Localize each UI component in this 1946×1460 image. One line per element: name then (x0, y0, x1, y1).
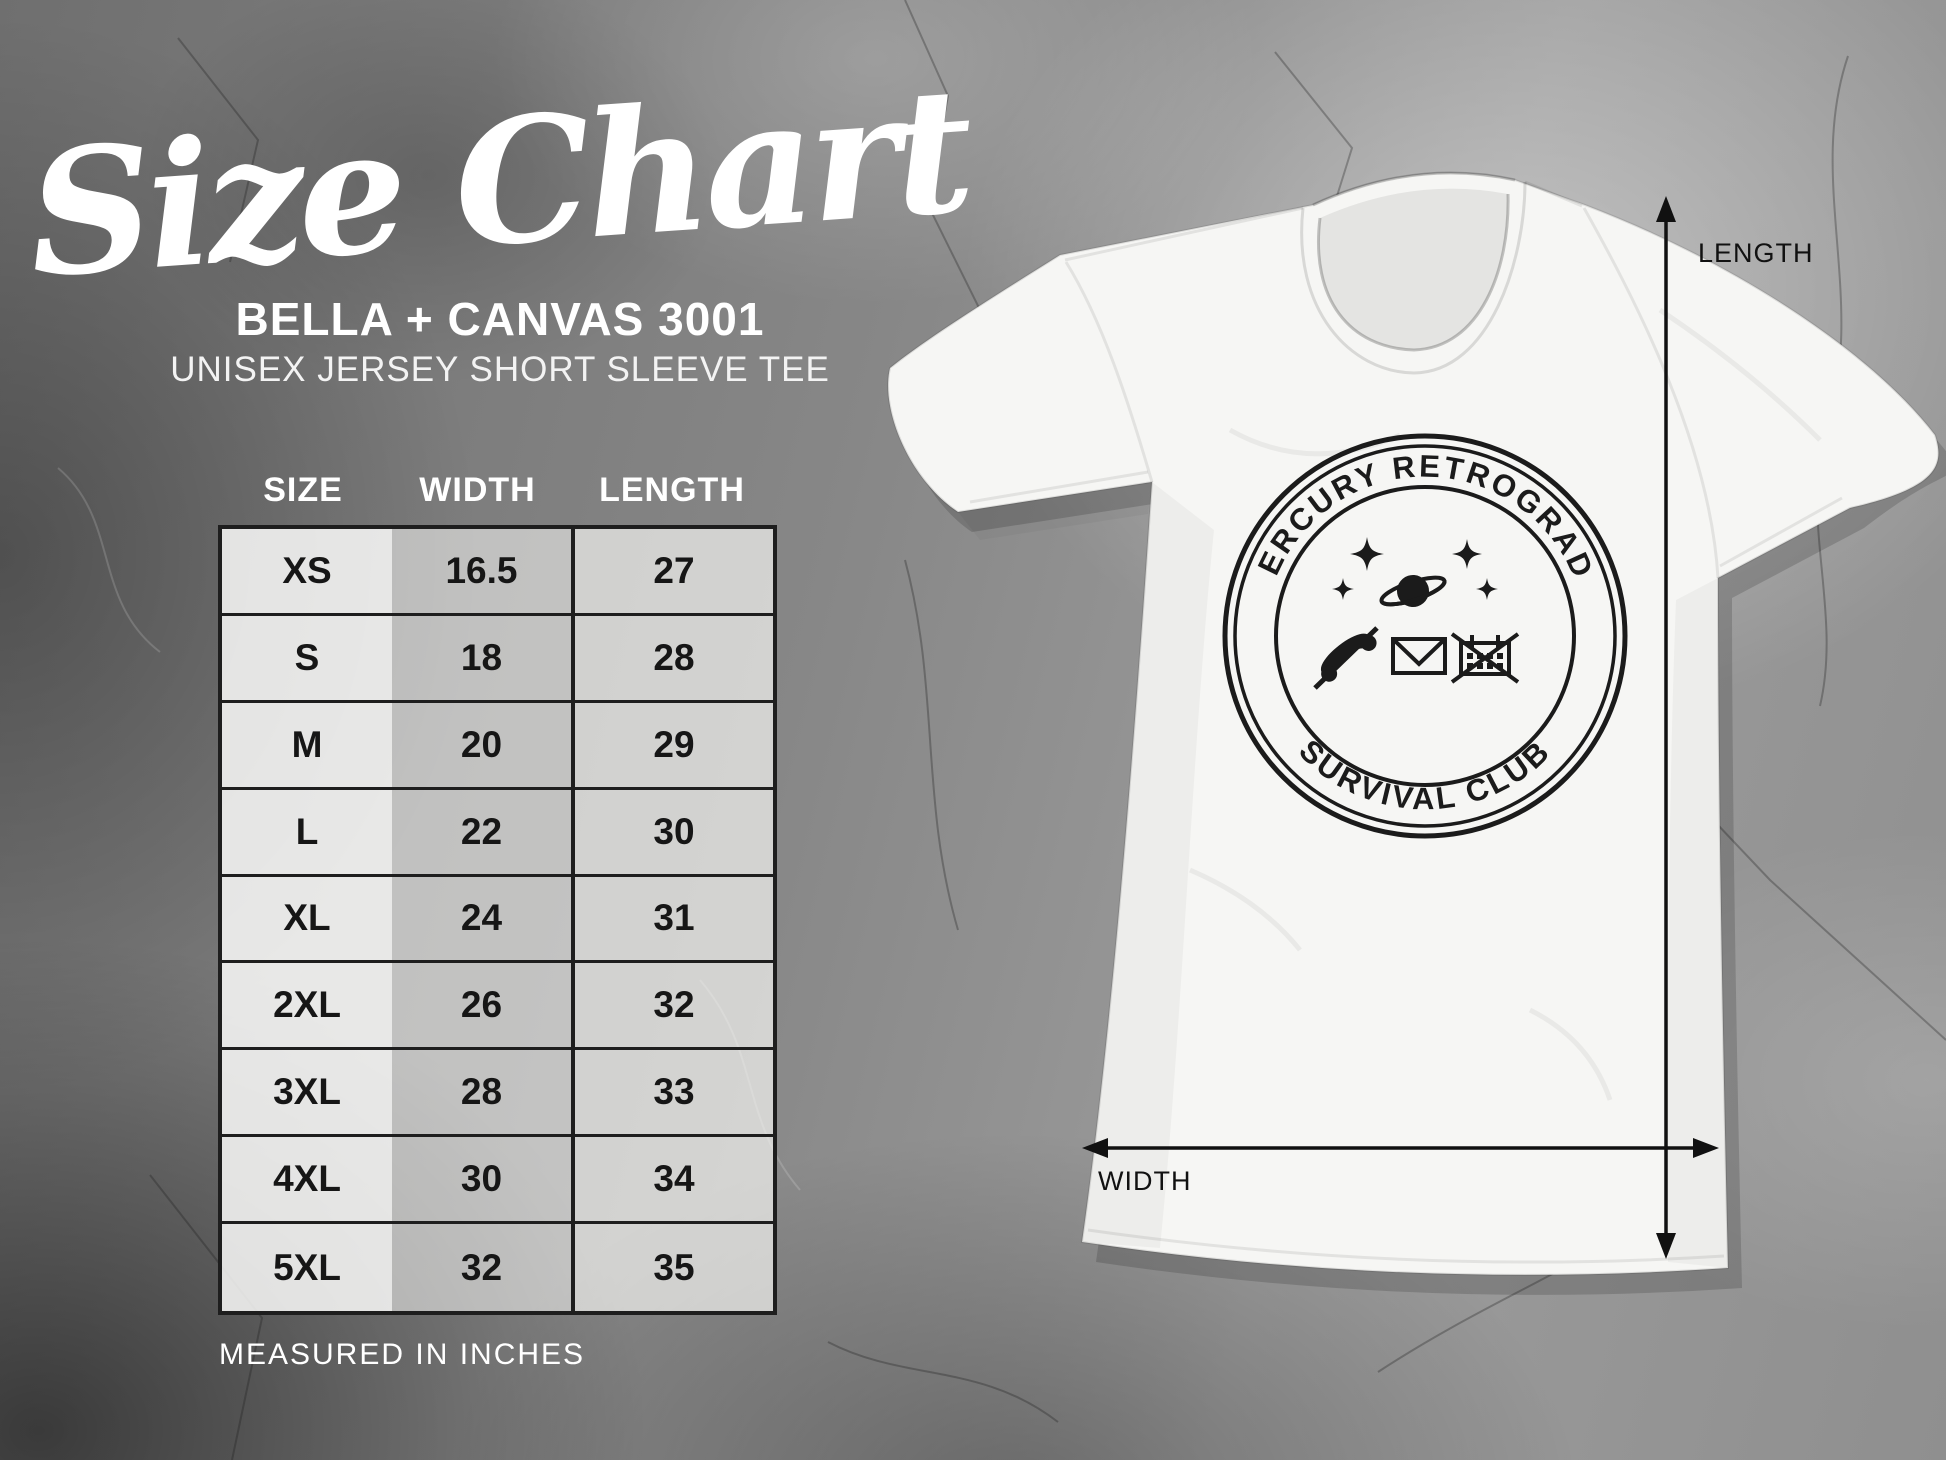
length-cell: 29 (571, 702, 773, 790)
envelope-icon (1391, 637, 1447, 675)
collar (1300, 171, 1527, 375)
badge-outer-ring (1222, 433, 1628, 839)
fabric-wrinkles (1189, 307, 1822, 1101)
badge-inner-ring (1274, 485, 1576, 787)
column-header-width: WIDTH (419, 471, 536, 509)
tshirt-mockup: MERCURY RETROGRADE SURVIVAL CLUB (887, 171, 1946, 1295)
size-table: XS 16.5 27 S 18 28 M 20 29 L 22 30 XL 24… (218, 525, 777, 1315)
size-cell: XL (222, 876, 392, 964)
saturn-icon (1379, 575, 1447, 607)
length-cell: 31 (571, 876, 773, 964)
tshirt-body (887, 172, 1940, 1276)
length-arrow (1656, 196, 1676, 1259)
width-cell: 32 (392, 1224, 571, 1311)
width-cell: 20 (392, 702, 571, 790)
length-cell: 30 (571, 789, 773, 877)
badge-middle-ring (1233, 444, 1617, 828)
size-cell: L (222, 789, 392, 877)
width-cell: 22 (392, 789, 571, 877)
width-cell: 18 (392, 615, 571, 703)
width-arrow (1082, 1138, 1719, 1158)
no-calendar-icon (1450, 632, 1520, 684)
column-header-size: SIZE (263, 471, 343, 509)
size-cell: XS (222, 529, 392, 616)
width-cell: 26 (392, 963, 571, 1051)
width-cell: 16.5 (392, 529, 571, 616)
length-cell: 28 (571, 615, 773, 703)
length-cell: 35 (571, 1224, 773, 1311)
length-label: LENGTH (1698, 238, 1814, 268)
no-phone-icon (1313, 626, 1379, 690)
width-cell: 30 (392, 1137, 571, 1225)
length-cell: 27 (571, 529, 773, 616)
size-cell: 3XL (222, 1050, 392, 1138)
size-cell: S (222, 615, 392, 703)
size-cell: 4XL (222, 1137, 392, 1225)
length-cell: 33 (571, 1050, 773, 1138)
size-cell: 2XL (222, 963, 392, 1051)
width-label: WIDTH (1098, 1166, 1191, 1196)
width-cell: 28 (392, 1050, 571, 1138)
size-cell: M (222, 702, 392, 790)
sparkle-icons (1332, 537, 1498, 600)
column-header-length: LENGTH (599, 471, 745, 509)
units-note: MEASURED IN INCHES (219, 1338, 586, 1371)
size-cell: 5XL (222, 1224, 392, 1311)
length-cell: 34 (571, 1137, 773, 1225)
width-cell: 24 (392, 876, 571, 964)
length-cell: 32 (571, 963, 773, 1051)
product-style: UNISEX JERSEY SHORT SLEEVE TEE (170, 350, 830, 389)
product-name: BELLA + CANVAS 3001 (235, 293, 765, 345)
